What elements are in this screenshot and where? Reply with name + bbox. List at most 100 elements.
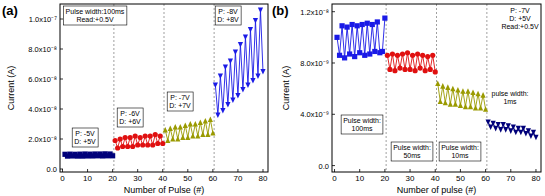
annotation: P: -8VD: +8V — [215, 6, 241, 25]
point — [503, 127, 508, 133]
divider — [486, 4, 487, 172]
y-tick-label: 2.0x10⁻⁸ — [28, 135, 57, 144]
point — [370, 22, 375, 27]
annotation-text: D: +8V — [217, 16, 239, 23]
panel-title: (a) — [2, 3, 18, 18]
divider — [436, 4, 437, 172]
annotation-text: Pulse width: — [441, 144, 479, 151]
point — [475, 91, 480, 97]
point — [150, 142, 155, 147]
point — [443, 100, 448, 106]
point — [362, 53, 367, 58]
point — [385, 53, 390, 58]
point — [215, 112, 220, 118]
point — [260, 69, 265, 75]
y-tick-label: 6.0x10⁻⁸ — [28, 75, 57, 84]
point — [248, 27, 253, 33]
point — [445, 84, 450, 90]
point — [193, 121, 198, 127]
point — [450, 86, 455, 92]
point — [405, 50, 410, 55]
y-tick-label: 4.0x10⁻⁹ — [300, 110, 329, 119]
annotation-text: Read:+0.5V — [76, 16, 113, 23]
point — [355, 23, 360, 28]
y-tick — [332, 62, 335, 63]
point — [486, 119, 491, 125]
y-tick-label: 1.0x10⁻⁷ — [29, 15, 58, 24]
point — [508, 128, 513, 134]
point — [410, 53, 415, 58]
point — [455, 87, 460, 93]
point — [145, 142, 150, 147]
annotation-text: D: +6V — [119, 118, 141, 125]
point — [528, 133, 533, 139]
annotation-text: D: +5V — [509, 15, 531, 22]
x-tick-label: 30 — [406, 174, 415, 183]
point — [337, 53, 342, 58]
point — [367, 51, 372, 56]
point — [208, 117, 213, 123]
x-tick — [187, 169, 188, 172]
divider — [113, 4, 114, 172]
point — [372, 49, 377, 54]
annotation-text: P: -5V — [75, 130, 95, 137]
point — [435, 81, 440, 87]
point — [245, 82, 250, 88]
point — [496, 122, 501, 128]
point — [183, 123, 188, 129]
annotation-box — [64, 6, 127, 25]
series-line — [438, 84, 486, 110]
point — [233, 49, 238, 55]
point — [365, 21, 370, 26]
y-tick-label: 4.0x10⁻⁸ — [28, 105, 57, 114]
point — [220, 108, 225, 114]
point — [478, 105, 483, 111]
point — [407, 67, 412, 72]
annotation-text: 50ms — [403, 152, 421, 159]
point — [148, 133, 153, 138]
figure: (a)010203040506070800.02.0x10⁻⁸4.0x10⁻⁸6… — [0, 0, 545, 196]
point — [140, 142, 145, 147]
point — [250, 78, 255, 84]
series-line — [488, 122, 536, 137]
point — [130, 144, 135, 149]
point — [347, 51, 352, 56]
point — [513, 130, 518, 136]
x-tick-label: 20 — [108, 174, 117, 183]
point — [402, 67, 407, 72]
point — [473, 105, 478, 111]
x-tick-label: 50 — [456, 174, 465, 183]
point — [253, 18, 258, 24]
x-tick-label: 10 — [355, 174, 364, 183]
annotation: pulse width:1ms — [492, 90, 529, 105]
point — [345, 24, 350, 29]
y-tick-label: 0.0 — [47, 165, 57, 174]
point — [387, 67, 392, 72]
point — [198, 120, 203, 126]
y-tick-label: 8.0x10⁻⁹ — [300, 59, 329, 68]
point — [190, 133, 195, 139]
x-tick — [62, 169, 63, 172]
y-tick — [332, 11, 335, 12]
x-tick-label: 30 — [133, 174, 142, 183]
point — [240, 87, 245, 93]
point — [458, 102, 463, 108]
point — [153, 132, 158, 137]
point — [118, 136, 123, 141]
point — [533, 135, 538, 141]
divider — [386, 4, 387, 172]
point — [143, 133, 148, 138]
point — [498, 127, 503, 133]
x-tick — [162, 169, 163, 172]
divider — [214, 4, 215, 172]
plot-data — [334, 16, 538, 141]
point — [440, 83, 445, 89]
annotation-text: Pulse width: — [343, 117, 381, 124]
point — [339, 23, 344, 28]
point — [334, 35, 339, 40]
panel: (a)010203040506070800.02.0x10⁻⁸4.0x10⁻⁸6… — [2, 3, 268, 195]
point — [501, 122, 506, 128]
point — [395, 53, 400, 58]
point — [397, 66, 402, 71]
y-tick — [60, 109, 63, 110]
